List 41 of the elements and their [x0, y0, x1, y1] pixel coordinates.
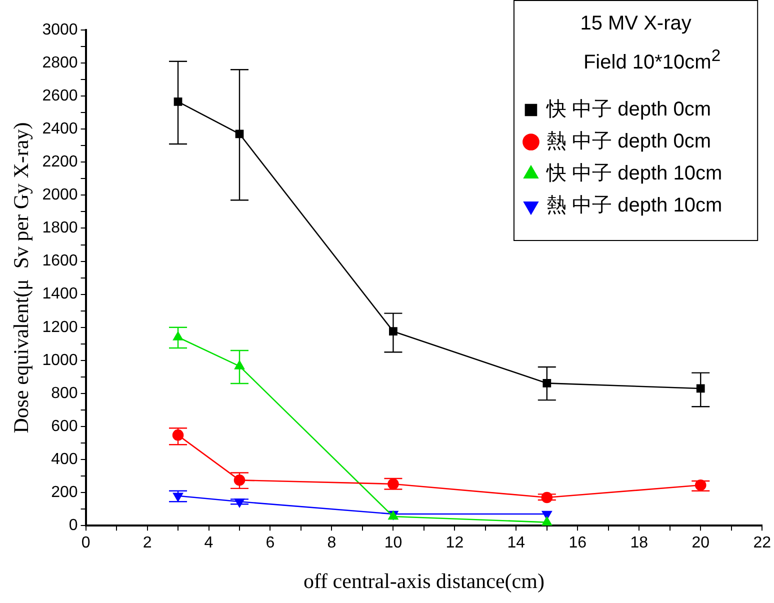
point — [542, 510, 552, 520]
legend-label: 熱 中子 depth 10cm — [546, 194, 722, 217]
y-tick-label: 3000 — [42, 21, 78, 38]
y-axis-title: Dose equivalent(μ Sv per Gy X-ray) — [9, 122, 34, 434]
y-tick-label: 2400 — [42, 120, 78, 138]
y-tick-label: 2000 — [42, 186, 78, 204]
y-tick-label: 0 — [68, 517, 78, 534]
x-tick-label: 6 — [266, 534, 275, 552]
x-tick-label: 10 — [384, 534, 402, 552]
x-tick-label: 22 — [753, 534, 772, 552]
x-tick-label: 12 — [446, 534, 464, 552]
x-tick-label: 4 — [204, 534, 214, 552]
point — [173, 492, 183, 502]
x-tick-label: 0 — [81, 534, 90, 552]
y-tick-label: 1800 — [42, 220, 78, 237]
y-tick-label: 2600 — [42, 87, 78, 104]
y-tick-label: 1600 — [42, 252, 78, 270]
point — [234, 360, 244, 370]
x-tick-label: 2 — [142, 534, 152, 552]
y-tick-label: 1200 — [42, 318, 78, 336]
y-tick-label: 200 — [51, 484, 78, 501]
legend-label: 快 中子 depth 10cm — [545, 162, 722, 185]
legend-label: 快 中子 depth 0cm — [545, 98, 711, 121]
y-tick-label: 800 — [51, 384, 78, 402]
legend-title: 15 MV X-ray — [580, 12, 692, 35]
y-tick-label: 1000 — [42, 352, 78, 369]
x-tick-label: 20 — [692, 534, 710, 552]
x-tick-label: 8 — [327, 534, 336, 552]
x-tick-label: 16 — [568, 534, 587, 552]
y-tick-label: 2800 — [42, 54, 78, 72]
point — [542, 379, 552, 388]
annotation: Field 10*10cm$^{2}$ — [583, 46, 721, 75]
x-tick-label: 18 — [630, 534, 648, 552]
x-tick-label: 14 — [507, 534, 526, 552]
y-tick-label: 600 — [51, 418, 78, 435]
y-tick-label: 400 — [51, 450, 78, 468]
y-tick-label: 2200 — [42, 154, 78, 171]
point — [542, 516, 552, 526]
y-tick-label: 1400 — [42, 286, 78, 303]
x-axis-title: off central-axis distance(cm) — [303, 568, 544, 593]
legend-label: 熱 中子 depth 0cm — [546, 130, 711, 153]
